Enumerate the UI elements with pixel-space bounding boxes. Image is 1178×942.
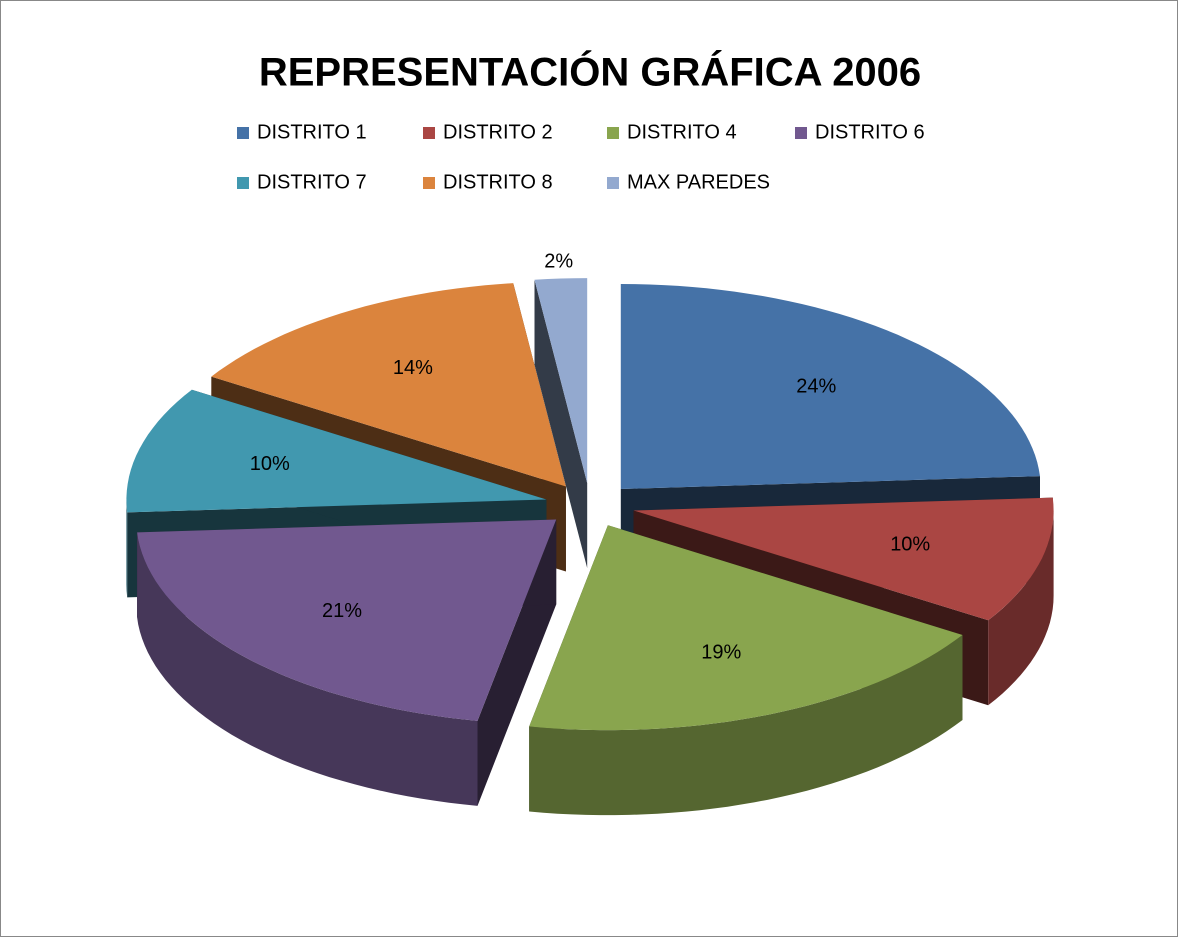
data-label: 14% [393,357,433,379]
slice [137,519,557,806]
slice-top [620,284,1040,489]
legend-swatch [607,177,619,189]
legend-swatch [237,177,249,189]
legend-label: MAX PAREDES [627,171,770,193]
legend-swatch [423,177,435,189]
data-label: 24% [796,376,836,398]
slice-top [126,389,547,513]
slice-top [529,525,963,731]
legend-swatch [237,127,249,139]
slice-side [126,499,128,598]
data-label: 2% [544,250,573,272]
slice-wall [534,279,588,569]
data-label: 19% [701,641,741,663]
legend-label: DISTRITO 4 [627,121,737,143]
slice [529,525,963,816]
slice-side [988,510,1054,706]
legend-label: DISTRITO 6 [815,121,925,143]
legend-label: DISTRITO 7 [257,171,367,193]
legend-label: DISTRITO 2 [443,121,553,143]
chart-title: REPRESENTACIÓN GRÁFICA 2006 [259,49,921,95]
legend-label: DISTRITO 8 [443,171,553,193]
slice-side [529,635,963,816]
data-label: 10% [250,453,290,475]
slice-top [633,497,1054,621]
data-label: 21% [322,600,362,622]
slice-top [211,283,566,487]
slice-top [137,519,557,721]
data-label: 10% [890,533,930,555]
slice-side [137,532,478,806]
legend-label: DISTRITO 1 [257,121,367,143]
slice [534,278,588,569]
legend-swatch [795,127,807,139]
slice-top [534,278,588,484]
legend-swatch [423,127,435,139]
legend-swatch [607,127,619,139]
